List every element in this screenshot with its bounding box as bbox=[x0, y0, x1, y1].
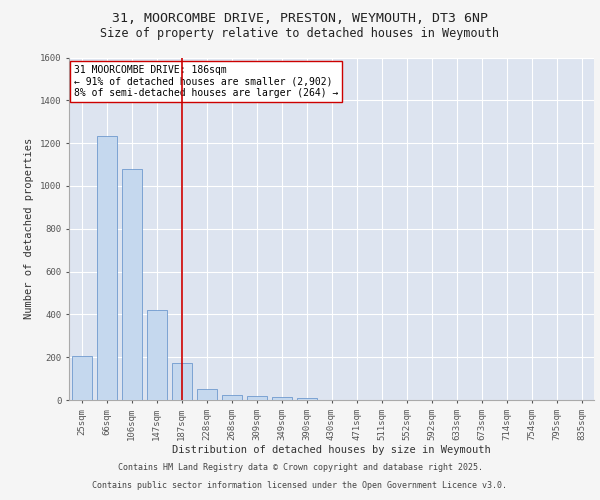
Bar bbox=[71, 356, 91, 400]
Bar bbox=[296, 398, 317, 400]
Bar bbox=[197, 390, 217, 400]
Bar bbox=[247, 396, 266, 400]
Text: 31 MOORCOMBE DRIVE: 186sqm
← 91% of detached houses are smaller (2,902)
8% of se: 31 MOORCOMBE DRIVE: 186sqm ← 91% of deta… bbox=[74, 65, 338, 98]
Text: 31, MOORCOMBE DRIVE, PRESTON, WEYMOUTH, DT3 6NP: 31, MOORCOMBE DRIVE, PRESTON, WEYMOUTH, … bbox=[112, 12, 488, 26]
Y-axis label: Number of detached properties: Number of detached properties bbox=[25, 138, 34, 320]
Bar bbox=[271, 397, 292, 400]
Text: Contains HM Land Registry data © Crown copyright and database right 2025.: Contains HM Land Registry data © Crown c… bbox=[118, 464, 482, 472]
Bar bbox=[121, 169, 142, 400]
Bar bbox=[221, 394, 241, 400]
Text: Size of property relative to detached houses in Weymouth: Size of property relative to detached ho… bbox=[101, 28, 499, 40]
Bar bbox=[146, 310, 167, 400]
Bar bbox=[97, 136, 116, 400]
Bar bbox=[172, 362, 191, 400]
Text: Contains public sector information licensed under the Open Government Licence v3: Contains public sector information licen… bbox=[92, 481, 508, 490]
X-axis label: Distribution of detached houses by size in Weymouth: Distribution of detached houses by size … bbox=[172, 446, 491, 456]
